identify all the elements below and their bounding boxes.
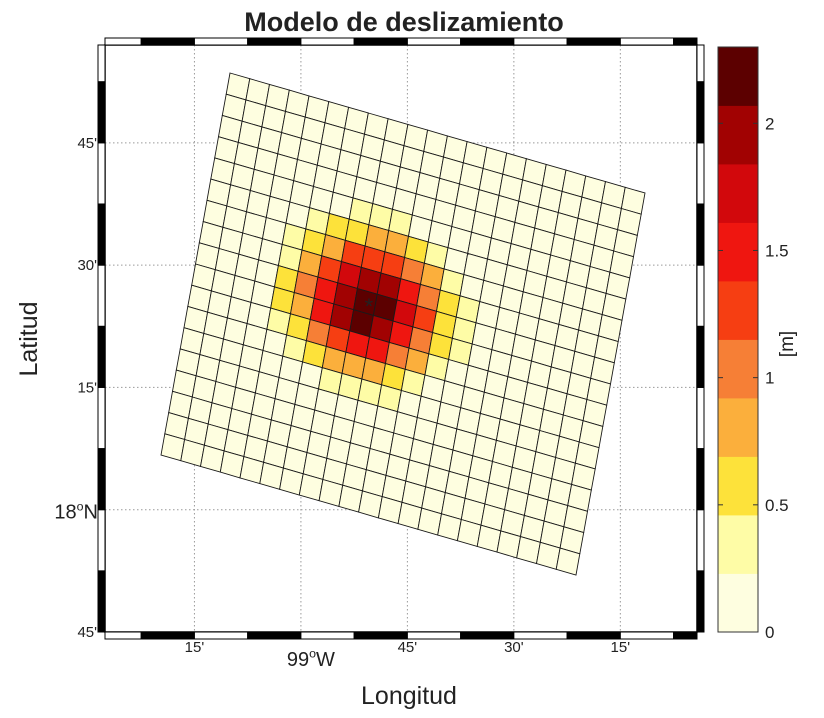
colorbar-label: [m] — [777, 331, 798, 357]
colorbar-swatch — [718, 281, 758, 340]
colorbar-tick-label: 0 — [765, 623, 774, 642]
colorbar-swatch — [718, 105, 758, 165]
x-tick-label: 15' — [611, 639, 631, 656]
colorbar-tick-label: 2 — [765, 114, 774, 133]
y-tick-label: 15' — [77, 379, 97, 396]
colorbar-swatch — [718, 398, 758, 457]
colorbar-swatch — [718, 222, 758, 282]
colorbar-swatch — [718, 573, 758, 633]
colorbar-tick-label: 1 — [765, 369, 774, 388]
y-tick-label: 30' — [77, 257, 97, 274]
y-tick-label: 45' — [77, 135, 97, 152]
x-axis-label: Longitud — [361, 682, 457, 710]
colorbar-swatch — [718, 47, 758, 106]
slip-grid — [160, 72, 646, 576]
y-tick-label: 18oN — [54, 499, 98, 523]
epicenter-marker: * — [365, 294, 374, 319]
x-tick-label: 45' — [398, 639, 418, 656]
colorbar-tick-label: 0.5 — [765, 496, 789, 515]
colorbar-swatch — [718, 339, 758, 399]
colorbar-swatch — [718, 456, 758, 516]
x-tick-label: 99oW — [287, 647, 335, 671]
slip-cell — [555, 547, 581, 576]
map-frame — [97, 37, 705, 640]
colorbar-tick-label: 1.5 — [765, 241, 789, 260]
y-axis-label: Latitud — [15, 301, 43, 376]
colorbar-swatch — [718, 515, 758, 574]
chart-title: Modelo de deslizamiento — [244, 7, 564, 37]
y-tick-label: 45' — [77, 624, 97, 641]
x-tick-label: 30' — [504, 639, 524, 656]
x-tick-label: 15' — [185, 639, 205, 656]
y-axis-ticks: 45' 18oN 15' 30' 45' — [54, 135, 98, 641]
epicenter-star: * — [365, 294, 374, 319]
colorbar-swatch — [718, 164, 758, 223]
colorbar: 0 0.5 1 1.5 2 — [717, 46, 789, 642]
x-axis-ticks: 15' 99oW 45' 30' 15' — [185, 639, 631, 671]
